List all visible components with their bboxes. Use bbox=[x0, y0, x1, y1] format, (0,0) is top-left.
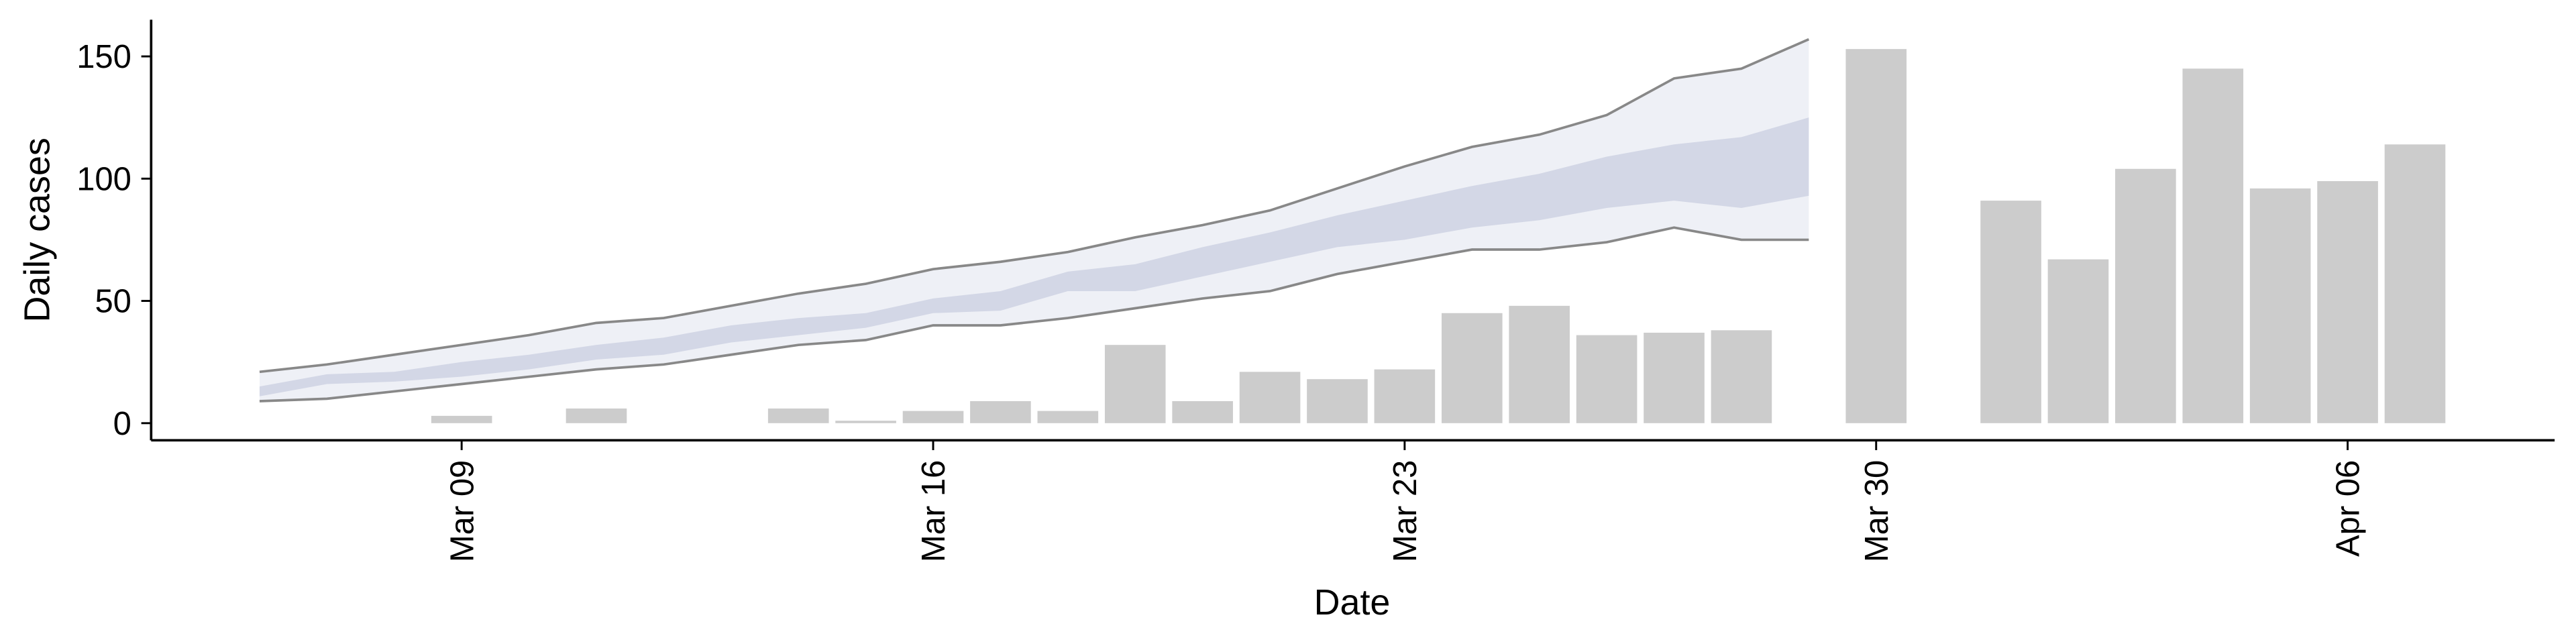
bar bbox=[1239, 372, 1301, 423]
bar bbox=[1576, 335, 1638, 423]
bar bbox=[767, 408, 829, 423]
y-tick-label: 100 bbox=[76, 161, 131, 197]
bar bbox=[2047, 259, 2109, 423]
y-tick-label: 150 bbox=[76, 39, 131, 75]
bar bbox=[2317, 180, 2378, 423]
bar bbox=[566, 408, 627, 423]
bar bbox=[2182, 68, 2244, 423]
bar bbox=[1307, 379, 1368, 423]
x-tick-label: Mar 23 bbox=[1387, 460, 1424, 562]
bar bbox=[970, 401, 1031, 423]
bar bbox=[835, 421, 896, 423]
x-tick-label: Apr 06 bbox=[2330, 460, 2367, 557]
x-axis-label: Date bbox=[1314, 582, 1391, 623]
bar bbox=[2384, 144, 2446, 423]
bar bbox=[1509, 305, 1570, 423]
bar bbox=[1644, 332, 1705, 423]
band-bound-line bbox=[259, 226, 1809, 402]
bar bbox=[431, 415, 492, 423]
bar bbox=[1441, 313, 1503, 423]
y-axis-label: Daily cases bbox=[17, 138, 57, 322]
y-tick-label: 50 bbox=[95, 284, 131, 320]
bar bbox=[1172, 401, 1233, 423]
bar bbox=[902, 411, 964, 423]
band-bound-line bbox=[259, 38, 1810, 374]
bar bbox=[2249, 188, 2311, 423]
x-tick-label: Mar 09 bbox=[444, 460, 480, 562]
bar bbox=[1845, 49, 1907, 423]
bar bbox=[1104, 345, 1166, 423]
bar bbox=[1374, 369, 1436, 423]
bar bbox=[2115, 168, 2176, 423]
bar bbox=[1980, 201, 2041, 423]
x-tick-label: Mar 16 bbox=[916, 460, 952, 562]
bar bbox=[1037, 411, 1099, 423]
bar bbox=[1711, 330, 1772, 423]
y-tick-label: 0 bbox=[113, 406, 131, 442]
x-tick-label: Mar 30 bbox=[1859, 460, 1895, 562]
